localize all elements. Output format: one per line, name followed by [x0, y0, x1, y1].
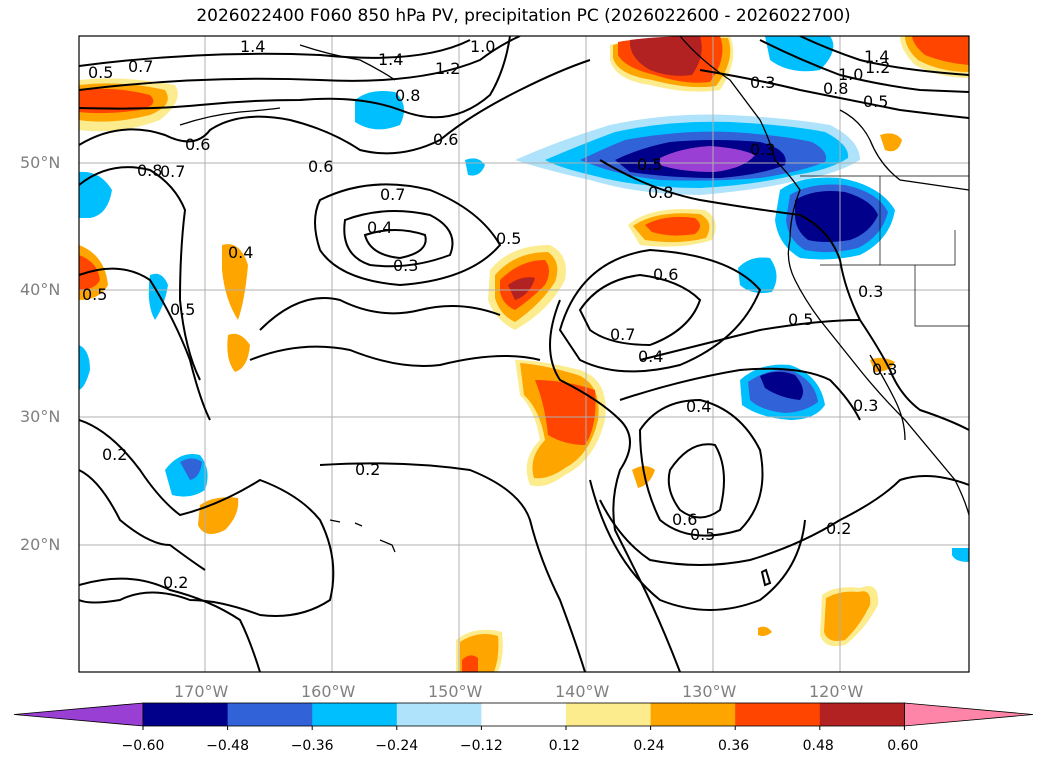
contour-label: 0.5 [690, 525, 715, 544]
colorbar-segment [143, 703, 229, 726]
contour-label: 0.6 [185, 135, 210, 154]
lon-label-170w: 170°W [174, 682, 229, 701]
contour-label: 1.2 [435, 59, 460, 78]
colorbar-segment [227, 703, 313, 726]
colorbar-tick-label: −0.48 [206, 738, 249, 754]
contour-label: 1.0 [838, 65, 863, 84]
colorbar-tick-label: −0.60 [121, 738, 165, 754]
precip-positive-shading [79, 36, 969, 672]
colorbar [13, 702, 1034, 730]
contour-label: 1.4 [864, 47, 889, 66]
colorbar-segment [819, 703, 905, 726]
colorbar-segment [566, 703, 652, 726]
contour-label: 0.6 [672, 510, 697, 529]
contour-labels: 1.4 1.4 1.2 1.0 0.7 0.5 0.8 0.7 0.6 0.8 … [82, 37, 897, 592]
contour-label: 0.7 [128, 57, 153, 76]
borders [800, 175, 969, 327]
colorbar-segment [312, 703, 398, 726]
contour-label: 0.7 [380, 185, 405, 204]
contour-label: 0.8 [137, 161, 162, 180]
colorbar-segment [650, 703, 736, 726]
lat-label-30n: 30°N [20, 407, 61, 426]
contour-label: 1.4 [378, 50, 403, 69]
colorbar-tick-label: 0.36 [718, 738, 750, 754]
contour-label: 0.5 [88, 63, 113, 82]
contour-label: 0.3 [853, 396, 878, 415]
colorbar-arrow-left [13, 702, 144, 727]
contour-label: 0.6 [653, 265, 678, 284]
map-area: 1.4 1.4 1.2 1.0 0.7 0.5 0.8 0.7 0.6 0.8 … [79, 36, 969, 672]
lon-label-150w: 150°W [428, 682, 483, 701]
colorbar-segment [481, 703, 567, 726]
colorbar-tick-label: 0.48 [802, 738, 834, 754]
contour-label: 0.3 [750, 73, 775, 92]
contour-label: 0.4 [638, 347, 663, 366]
contour-label: 0.2 [355, 460, 380, 479]
contour-label: 0.2 [102, 445, 127, 464]
colorbar-tick-label: −0.24 [375, 738, 419, 754]
contour-label: 0.5 [788, 310, 813, 329]
contour-label: 0.7 [160, 162, 185, 181]
contour-label: 0.5 [863, 92, 888, 111]
contour-label: 0.3 [393, 256, 418, 275]
contour-label: 1.4 [240, 37, 265, 56]
contour-label: 0.3 [858, 282, 883, 301]
contour-label: 0.8 [648, 183, 673, 202]
lon-label-160w: 160°W [301, 682, 356, 701]
contour-label: 1.2 [865, 58, 890, 77]
colorbar-tick-label: 0.24 [633, 738, 665, 754]
contour-label: 0.3 [750, 140, 775, 159]
lon-label-130w: 130°W [682, 682, 737, 701]
contour-label: 1.0 [470, 37, 495, 56]
contour-label: 0.6 [433, 130, 458, 149]
contour-label: 0.8 [395, 86, 420, 105]
colorbar-segment [735, 703, 821, 726]
lon-label-140w: 140°W [555, 682, 610, 701]
colorbar-frame [142, 702, 905, 727]
lat-label-50n: 50°N [20, 153, 61, 172]
contour-label: 0.2 [826, 519, 851, 538]
colorbar-tick-label: 0.12 [548, 738, 580, 754]
map-title: 2026022400 F060 850 hPa PV, precipitatio… [196, 6, 851, 26]
contour-label: 0.7 [610, 325, 635, 344]
lon-label-120w: 120°W [809, 682, 864, 701]
lat-label-20n: 20°N [20, 535, 61, 554]
contour-label: 0.4 [228, 243, 253, 262]
contour-label: 0.8 [823, 79, 848, 98]
contour-label: 0.5 [637, 155, 662, 174]
contour-label: 0.4 [686, 397, 711, 416]
contour-label: 0.5 [496, 229, 521, 248]
coastlines [179, 36, 969, 553]
colorbar-tick-label: 0.60 [887, 738, 919, 754]
contour-label: 0.4 [367, 218, 392, 237]
contour-label: 0.2 [163, 573, 188, 592]
contour-label: 0.6 [308, 157, 333, 176]
contour-label: 0.5 [82, 285, 107, 304]
lat-label-40n: 40°N [20, 280, 61, 299]
colorbar-arrow-right [904, 702, 1034, 727]
colorbar-tick-label: −0.12 [459, 738, 503, 754]
pv-contours [79, 36, 969, 672]
contour-label: 0.3 [872, 360, 897, 379]
colorbar-segment [396, 703, 482, 726]
gridlines [79, 36, 969, 672]
map-frame [78, 35, 970, 673]
colorbar-tick-label: −0.36 [290, 738, 334, 754]
contour-label: 0.5 [170, 300, 195, 319]
